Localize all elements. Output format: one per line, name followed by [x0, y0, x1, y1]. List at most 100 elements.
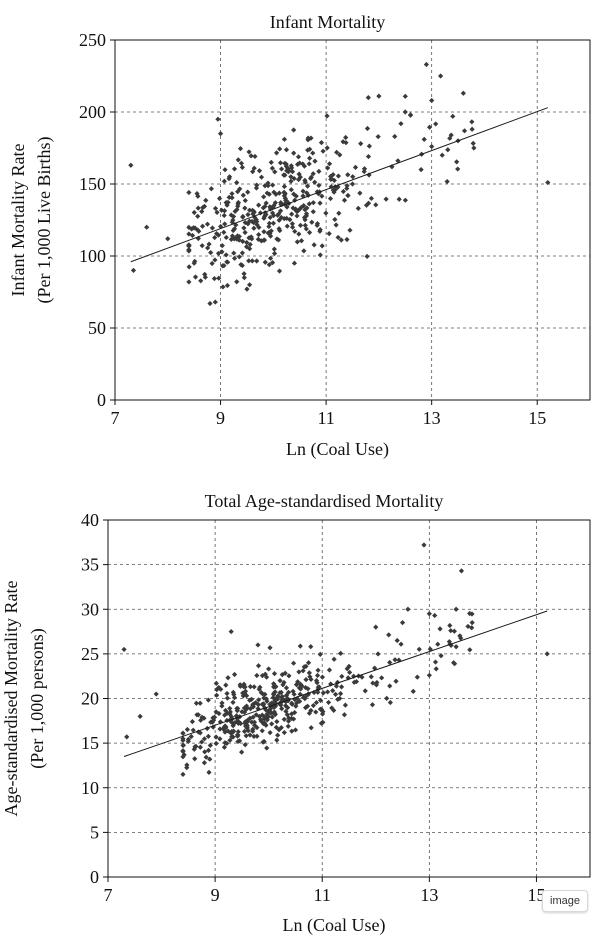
data-point: [195, 213, 201, 219]
data-point: [276, 190, 282, 196]
image-badge[interactable]: image: [542, 890, 588, 912]
data-point: [259, 701, 265, 707]
data-point: [341, 197, 348, 203]
data-point: [317, 227, 323, 233]
data-point: [410, 688, 416, 694]
data-point: [363, 202, 370, 208]
data-point: [288, 187, 294, 193]
data-point: [270, 695, 276, 701]
data-point: [344, 236, 350, 243]
data-point: [338, 684, 345, 690]
data-point: [469, 126, 475, 132]
data-point: [256, 686, 262, 692]
data-point: [272, 200, 278, 206]
data-point: [260, 739, 266, 745]
data-point: [384, 695, 390, 701]
data-point: [302, 684, 309, 691]
data-point: [224, 282, 231, 289]
data-point: [392, 133, 398, 140]
data-point: [435, 641, 441, 647]
data-point: [153, 691, 159, 697]
data-point: [266, 666, 272, 672]
data-point: [325, 689, 331, 695]
data-point: [217, 726, 223, 732]
data-point: [332, 691, 339, 697]
data-point: [267, 230, 273, 237]
data-point: [180, 754, 186, 760]
data-point: [353, 679, 360, 685]
data-point: [196, 228, 202, 234]
data-point: [207, 300, 213, 307]
data-point: [250, 714, 256, 720]
y-tick-label: 200: [79, 102, 106, 122]
data-point: [433, 121, 439, 127]
data-point: [396, 657, 402, 663]
scatter-points: [121, 542, 550, 777]
data-point: [262, 259, 268, 265]
data-point: [240, 693, 246, 699]
y-tick-label: 10: [81, 778, 99, 798]
data-point: [335, 184, 341, 190]
data-point: [312, 179, 318, 185]
data-point: [366, 172, 372, 178]
data-point: [345, 172, 351, 178]
data-point: [315, 667, 321, 673]
data-point: [251, 719, 258, 725]
data-point: [326, 231, 332, 237]
data-point: [254, 724, 260, 731]
y-axis-label: (Per 1,000 Live Births): [34, 137, 55, 304]
data-point: [274, 719, 280, 725]
data-point: [261, 215, 267, 221]
data-point: [303, 226, 309, 232]
data-point: [244, 724, 250, 730]
x-tick-label: 15: [528, 408, 546, 428]
data-point: [286, 673, 292, 679]
data-point: [244, 693, 250, 699]
data-point: [387, 683, 393, 689]
data-point: [253, 712, 259, 718]
x-axis-label: Ln (Coal Use): [286, 439, 389, 460]
data-point: [301, 163, 308, 169]
data-point: [460, 90, 466, 96]
data-point: [247, 683, 254, 690]
data-point: [247, 732, 253, 738]
data-point: [121, 646, 127, 653]
data-point: [301, 214, 308, 221]
data-point: [273, 683, 279, 690]
data-point: [273, 724, 279, 730]
data-point: [216, 710, 222, 717]
data-point: [310, 702, 317, 709]
data-point: [251, 209, 257, 216]
data-point: [453, 644, 459, 650]
data-point: [347, 227, 353, 233]
data-point: [264, 745, 270, 751]
y-tick-label: 40: [81, 510, 99, 530]
data-point: [265, 183, 271, 189]
data-point: [469, 119, 475, 125]
data-point: [448, 642, 454, 648]
data-point: [402, 197, 408, 203]
scatter-points: [128, 61, 551, 307]
data-point: [469, 625, 475, 631]
data-point: [451, 660, 457, 666]
x-tick-label: 15: [527, 885, 545, 905]
data-point: [398, 641, 404, 647]
data-point: [222, 707, 229, 714]
data-point: [297, 174, 303, 180]
data-point: [231, 691, 237, 698]
x-tick-label: 11: [317, 408, 334, 428]
data-point: [246, 207, 253, 213]
data-point: [244, 239, 250, 246]
data-point: [405, 606, 411, 612]
data-point: [448, 628, 454, 634]
data-point: [307, 146, 313, 152]
data-point: [195, 193, 201, 199]
data-point: [287, 217, 293, 223]
data-point: [256, 231, 262, 238]
data-point: [302, 207, 308, 213]
data-point: [277, 160, 284, 166]
data-point: [221, 178, 227, 184]
data-point: [273, 150, 280, 156]
data-point: [213, 734, 219, 740]
x-tick-label: 13: [420, 885, 438, 905]
